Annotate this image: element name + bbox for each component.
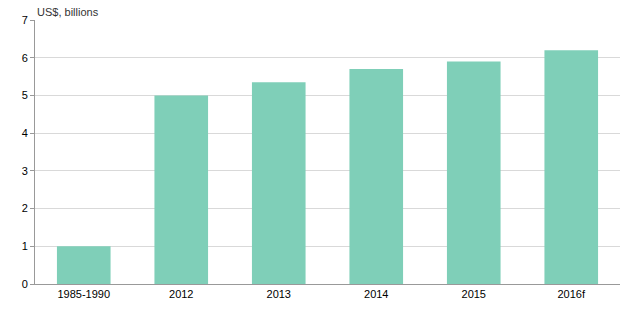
svg-text:2016f: 2016f	[557, 288, 585, 300]
svg-text:2015: 2015	[462, 288, 486, 300]
svg-text:3: 3	[22, 165, 28, 177]
svg-text:1985-1990: 1985-1990	[57, 288, 110, 300]
svg-text:7: 7	[22, 14, 28, 26]
svg-text:US$, billions: US$, billions	[37, 6, 99, 18]
svg-text:1: 1	[22, 240, 28, 252]
svg-text:5: 5	[22, 89, 28, 101]
svg-text:2014: 2014	[364, 288, 388, 300]
svg-text:4: 4	[22, 127, 28, 139]
svg-text:2: 2	[22, 202, 28, 214]
svg-text:6: 6	[22, 52, 28, 64]
svg-text:2013: 2013	[267, 288, 291, 300]
svg-text:0: 0	[22, 278, 28, 290]
svg-text:2012: 2012	[169, 288, 193, 300]
